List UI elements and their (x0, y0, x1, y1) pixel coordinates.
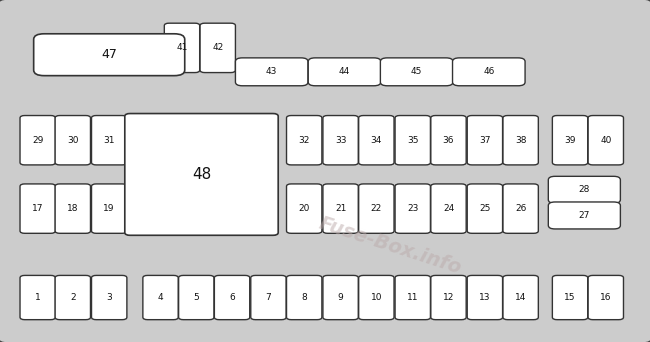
Text: 30: 30 (67, 136, 79, 145)
FancyBboxPatch shape (92, 184, 127, 233)
Text: 47: 47 (101, 48, 117, 61)
FancyBboxPatch shape (200, 23, 235, 73)
FancyBboxPatch shape (287, 275, 322, 320)
Text: 20: 20 (298, 204, 310, 213)
FancyBboxPatch shape (431, 184, 466, 233)
Text: 13: 13 (479, 293, 491, 302)
Text: 10: 10 (370, 293, 382, 302)
FancyBboxPatch shape (323, 275, 358, 320)
FancyBboxPatch shape (214, 275, 250, 320)
Text: 28: 28 (578, 185, 590, 194)
FancyBboxPatch shape (431, 275, 466, 320)
Text: 27: 27 (578, 211, 590, 220)
FancyBboxPatch shape (125, 114, 278, 235)
Text: 41: 41 (176, 43, 188, 52)
FancyBboxPatch shape (92, 275, 127, 320)
FancyBboxPatch shape (359, 184, 394, 233)
FancyBboxPatch shape (92, 116, 127, 165)
Text: 24: 24 (443, 204, 454, 213)
FancyBboxPatch shape (143, 275, 178, 320)
Text: 35: 35 (407, 136, 419, 145)
FancyBboxPatch shape (55, 116, 90, 165)
FancyBboxPatch shape (179, 275, 214, 320)
Text: 12: 12 (443, 293, 454, 302)
Text: 14: 14 (515, 293, 527, 302)
FancyBboxPatch shape (287, 116, 322, 165)
FancyBboxPatch shape (467, 184, 502, 233)
FancyBboxPatch shape (34, 34, 185, 76)
Text: 37: 37 (479, 136, 491, 145)
FancyBboxPatch shape (503, 275, 538, 320)
Text: 26: 26 (515, 204, 527, 213)
FancyBboxPatch shape (164, 23, 200, 73)
Text: 3: 3 (107, 293, 112, 302)
Text: 4: 4 (158, 293, 163, 302)
FancyBboxPatch shape (549, 202, 620, 229)
Text: 46: 46 (483, 67, 495, 76)
FancyBboxPatch shape (588, 116, 623, 165)
FancyBboxPatch shape (55, 184, 90, 233)
FancyBboxPatch shape (359, 116, 394, 165)
Text: 18: 18 (67, 204, 79, 213)
Text: 45: 45 (411, 67, 422, 76)
Text: 31: 31 (103, 136, 115, 145)
FancyBboxPatch shape (467, 116, 502, 165)
FancyBboxPatch shape (431, 116, 466, 165)
Text: 33: 33 (335, 136, 346, 145)
FancyBboxPatch shape (359, 275, 394, 320)
FancyBboxPatch shape (380, 58, 453, 86)
Text: 11: 11 (407, 293, 419, 302)
Text: 1: 1 (35, 293, 40, 302)
Text: 39: 39 (564, 136, 576, 145)
FancyBboxPatch shape (235, 58, 308, 86)
FancyBboxPatch shape (287, 184, 322, 233)
Text: 7: 7 (266, 293, 271, 302)
Text: 17: 17 (32, 204, 44, 213)
FancyBboxPatch shape (467, 275, 502, 320)
Text: 22: 22 (370, 204, 382, 213)
FancyBboxPatch shape (20, 116, 55, 165)
Text: 16: 16 (600, 293, 612, 302)
Text: 38: 38 (515, 136, 527, 145)
Text: 9: 9 (338, 293, 343, 302)
FancyBboxPatch shape (503, 116, 538, 165)
Text: 29: 29 (32, 136, 44, 145)
Text: 21: 21 (335, 204, 346, 213)
Text: 48: 48 (192, 167, 211, 182)
Text: 36: 36 (443, 136, 454, 145)
FancyBboxPatch shape (588, 275, 623, 320)
FancyBboxPatch shape (395, 184, 430, 233)
FancyBboxPatch shape (395, 116, 430, 165)
Text: 23: 23 (407, 204, 419, 213)
Text: 19: 19 (103, 204, 115, 213)
Text: 5: 5 (194, 293, 199, 302)
FancyBboxPatch shape (503, 184, 538, 233)
Text: 43: 43 (266, 67, 278, 76)
Text: 40: 40 (600, 136, 612, 145)
Text: 6: 6 (229, 293, 235, 302)
FancyBboxPatch shape (395, 275, 430, 320)
FancyBboxPatch shape (452, 58, 525, 86)
FancyBboxPatch shape (552, 275, 588, 320)
FancyBboxPatch shape (55, 275, 90, 320)
FancyBboxPatch shape (20, 275, 55, 320)
FancyBboxPatch shape (251, 275, 286, 320)
Text: 8: 8 (302, 293, 307, 302)
FancyBboxPatch shape (20, 184, 55, 233)
Text: 2: 2 (70, 293, 75, 302)
Text: 15: 15 (564, 293, 576, 302)
Text: 44: 44 (339, 67, 350, 76)
Text: 34: 34 (370, 136, 382, 145)
FancyBboxPatch shape (323, 184, 358, 233)
Text: 25: 25 (479, 204, 491, 213)
Text: Fuse-Box.info: Fuse-Box.info (316, 214, 464, 278)
Text: 42: 42 (212, 43, 224, 52)
FancyBboxPatch shape (552, 116, 588, 165)
FancyBboxPatch shape (549, 176, 620, 203)
Text: 32: 32 (298, 136, 310, 145)
FancyBboxPatch shape (308, 58, 381, 86)
FancyBboxPatch shape (323, 116, 358, 165)
